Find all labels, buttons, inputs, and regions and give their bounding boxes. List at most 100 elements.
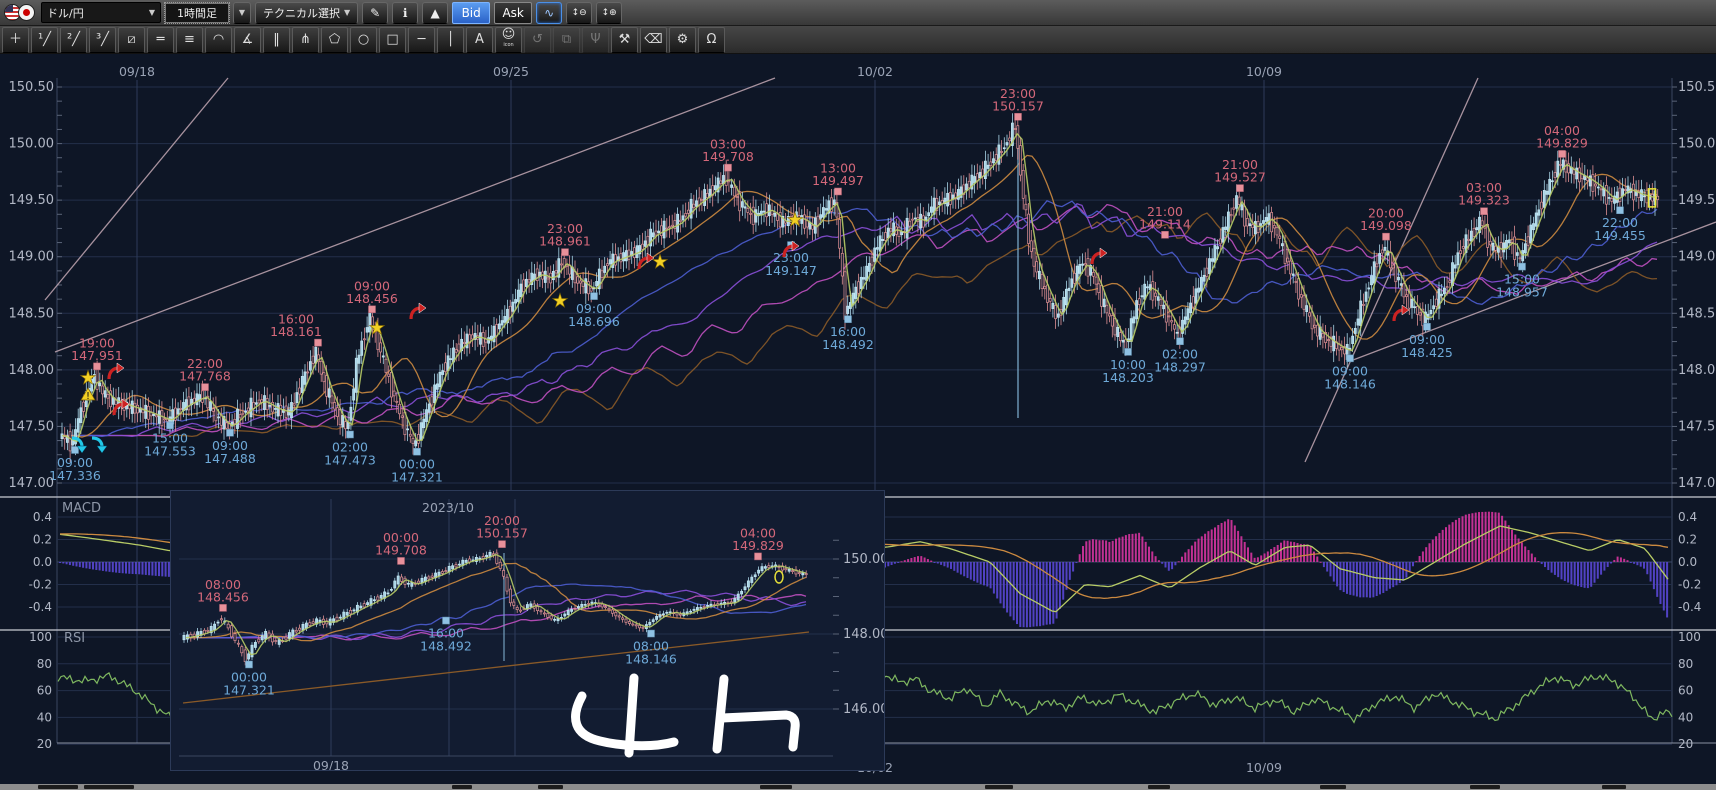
high-marker: [368, 305, 376, 314]
taskbar-item[interactable]: [452, 785, 472, 789]
date-label-bottom: 10/09: [1246, 760, 1282, 775]
rsi-tick: 80: [1678, 657, 1693, 671]
pencil-icon[interactable]: ✎: [362, 1, 389, 24]
low-marker: [1124, 348, 1132, 356]
price-axis-label-left: 147.00: [9, 476, 55, 491]
wrench-tool[interactable]: ⚒: [611, 26, 638, 53]
taskbar-item[interactable]: [1148, 785, 1170, 789]
annotation-time: 04:00: [1544, 123, 1580, 138]
red-curved-arrow-icon: [409, 302, 427, 320]
annotation-price: 149.323: [1458, 193, 1510, 208]
red-curved-arrow-icon: [112, 398, 130, 416]
timeframe-box[interactable]: 1時間足: [164, 1, 230, 24]
price-axis-label-right: 148.00: [1678, 363, 1716, 378]
annotation-price: 147.553: [144, 443, 196, 458]
rectangle-tool[interactable]: □: [379, 26, 406, 53]
zoom-in-icon[interactable]: ↕⊕: [596, 1, 623, 24]
taskbar-item[interactable]: [84, 785, 134, 789]
icon-stamp-tool[interactable]: ☺ icon: [495, 26, 522, 53]
area-chart-icon[interactable]: ▲: [422, 1, 449, 24]
circle-tool[interactable]: ○: [350, 26, 377, 53]
taskbar-item[interactable]: [1602, 785, 1626, 789]
toolbar-icon-buttons: ✎ ℹ ▲ Bid Ask ∿ ↕⊖ ↕⊕: [362, 1, 623, 24]
ask-button[interactable]: Ask: [494, 1, 533, 24]
low-marker: [1346, 354, 1354, 363]
annotation-price: 148.456: [197, 589, 249, 604]
red-curved-arrow-icon: [1090, 247, 1108, 265]
info-icon[interactable]: ℹ: [392, 1, 419, 24]
trendline3-tool[interactable]: ³╱: [89, 26, 116, 53]
inset-price-label: 148.00: [843, 627, 884, 642]
vertical-lines-tool[interactable]: ‖: [263, 26, 290, 53]
magnet-tool[interactable]: Ω: [698, 26, 725, 53]
high-marker: [219, 604, 227, 612]
taskbar-item[interactable]: [1470, 785, 1500, 789]
high-marker: [754, 552, 762, 561]
price-axis-label-left: 147.50: [9, 419, 55, 434]
annotation-time: 23:00: [773, 250, 809, 265]
taskbar-item[interactable]: [38, 785, 78, 789]
high-marker: [1236, 184, 1244, 192]
zoom-out-icon[interactable]: ↕⊖: [566, 1, 593, 24]
annotation-time: 09:00: [57, 455, 93, 470]
rsi-tick: 20: [1678, 737, 1693, 751]
annotation-price: 147.768: [179, 369, 231, 384]
currency-flags: [4, 4, 35, 21]
fibonacci-arc-tool[interactable]: ◠: [205, 26, 232, 53]
high-marker: [397, 557, 405, 565]
crosshair-tool[interactable]: ＋: [2, 26, 29, 53]
high-marker: [1558, 150, 1566, 158]
macd-tick: 0.4: [1678, 510, 1697, 524]
high-marker: [1382, 232, 1390, 241]
macd-label: MACD: [62, 501, 101, 516]
annotation-time: 23:00: [1000, 86, 1036, 101]
taskbar-item[interactable]: [538, 785, 563, 789]
trendline2-tool[interactable]: ²╱: [60, 26, 87, 53]
annotation-time: 16:00: [428, 626, 464, 641]
currency-pair-select[interactable]: ドル/円 ▼: [41, 2, 161, 23]
annotation-price: 148.146: [1324, 376, 1376, 391]
rsi-tick: 20: [37, 737, 52, 751]
annotation-price: 148.492: [822, 337, 874, 352]
annotation-price: 150.157: [992, 98, 1044, 113]
price-axis-label-left: 149.50: [9, 193, 55, 208]
bid-button[interactable]: Bid: [452, 1, 491, 24]
chart-type-icon[interactable]: ∿: [536, 1, 563, 24]
annotation-price: 149.147: [765, 263, 817, 278]
rsi-tick: 40: [1678, 710, 1693, 724]
cyan-curved-arrow-icon: [71, 436, 88, 454]
low-marker: [166, 421, 174, 430]
taskbar-item[interactable]: [1320, 785, 1346, 789]
annotation-time: 09:00: [1409, 332, 1445, 347]
taskbar-item[interactable]: [760, 785, 792, 789]
date-label-top: 10/09: [1246, 64, 1282, 79]
annotation-price: 148.957: [1496, 285, 1548, 300]
polygon-tool[interactable]: ⬠: [321, 26, 348, 53]
high-marker: [724, 163, 732, 172]
trendline1-tool[interactable]: ¹╱: [31, 26, 58, 53]
cyan-curved-arrow-icon: [91, 436, 108, 454]
main-toolbar: ドル/円 ▼ 1時間足 ▼ テクニカル選択 ▼ ✎ ℹ ▲ Bid Ask ∿ ↕⊖ ↕⊕: [0, 0, 1716, 26]
taskbar-item[interactable]: [985, 785, 1013, 789]
price-axis-label-left: 150.50: [9, 80, 55, 95]
annotation-price: 149.098: [1360, 218, 1412, 233]
annotation-price: 147.488: [204, 451, 256, 466]
timeframe-dropdown-button[interactable]: ▼: [233, 1, 251, 24]
multi-hline-tool[interactable]: ≡: [176, 26, 203, 53]
annotation-price: 148.161: [270, 324, 322, 339]
hline-tool[interactable]: ─: [408, 26, 435, 53]
annotation-price: 147.336: [49, 468, 101, 483]
pitchfork-tool[interactable]: ⋔: [292, 26, 319, 53]
text-tool[interactable]: A: [466, 26, 493, 53]
technical-select-button[interactable]: テクニカル選択 ▼: [255, 1, 359, 24]
ruler-tool[interactable]: ⧄: [118, 26, 145, 53]
eraser-tool[interactable]: ⌫: [640, 26, 667, 53]
star-icon: ★: [79, 367, 96, 389]
settings-list-tool[interactable]: ⚙: [669, 26, 696, 53]
fan-line-tool[interactable]: ∡: [234, 26, 261, 53]
parallel-line-tool[interactable]: ═: [147, 26, 174, 53]
inset-chart-window[interactable]: 08:00 148.456 00:00 149.708 20:00 150.157 04:0…: [170, 490, 885, 771]
vline-tool[interactable]: │: [437, 26, 464, 53]
